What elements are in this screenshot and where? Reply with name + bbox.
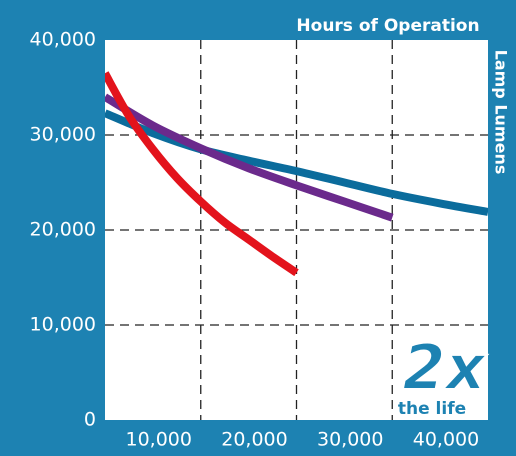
annotation: 2x — [402, 331, 487, 404]
y-tick-label: 0 — [84, 409, 96, 431]
series-line — [105, 71, 299, 277]
series-line — [105, 109, 488, 216]
series-line — [105, 93, 394, 222]
y-tick-label: 30,000 — [30, 124, 96, 146]
x-tick-label: 10,000 — [126, 429, 192, 451]
grid — [105, 40, 488, 420]
y-axis-label: Lamp Lumens — [492, 50, 511, 175]
lines — [105, 71, 488, 277]
annotation-sub: the life — [398, 399, 466, 419]
x-tick-label: 30,000 — [317, 429, 383, 451]
chart-title: Hours of Operation — [296, 16, 479, 36]
y-tick-label: 10,000 — [30, 314, 96, 336]
y-tick-label: 40,000 — [30, 29, 96, 51]
y-tick-label: 20,000 — [30, 219, 96, 241]
x-tick-label: 20,000 — [221, 429, 287, 451]
x-tick-label: 40,000 — [413, 429, 479, 451]
